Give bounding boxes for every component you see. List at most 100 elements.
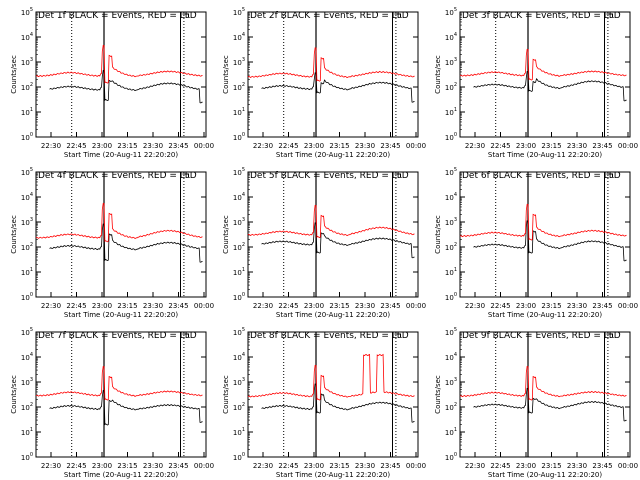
x-tick-label: 00:00: [618, 302, 638, 310]
y-axis-label: Counts/sec: [10, 55, 18, 94]
y-tick-label: 105: [21, 7, 33, 17]
y-axis-label: Counts/sec: [434, 55, 442, 94]
y-tick-label: 103: [445, 57, 457, 67]
panel-title: Det 8f BLACK = Events, RED = LLD: [250, 331, 409, 341]
x-tick-label: 23:45: [168, 302, 188, 310]
x-tick-label: 23:45: [380, 142, 400, 150]
y-tick-label: 105: [21, 327, 33, 337]
x-tick-label: 22:45: [66, 302, 86, 310]
lld-series-line: [35, 44, 203, 84]
panel-title: Det 4f BLACK = Events, RED = LLD: [38, 171, 197, 181]
x-tick-label: 23:00: [92, 462, 112, 470]
events-series-line: [49, 69, 203, 104]
y-axis-label: Counts/sec: [222, 55, 230, 94]
y-tick-label: 101: [445, 267, 457, 277]
x-tick-label: 22:45: [490, 462, 510, 470]
x-tick-label: 23:45: [380, 302, 400, 310]
y-tick-label: 104: [21, 352, 33, 362]
y-tick-label: 105: [233, 167, 245, 177]
y-tick-label: 100: [445, 132, 457, 142]
events-series-line: [261, 72, 415, 103]
x-axis-label: Start Time (20-Aug-11 22:20:20): [276, 311, 390, 319]
lld-series-line: [247, 47, 415, 82]
panel-det-9f: Det 9f BLACK = Events, RED = LLD 100 101 10…: [434, 327, 638, 479]
y-tick-label: 100: [21, 452, 33, 462]
x-tick-label: 22:45: [66, 462, 86, 470]
y-tick-label: 104: [233, 352, 245, 362]
panel-det-1f: Det 1f BLACK = Events, RED = LLD 100 101 10…: [10, 7, 214, 159]
y-tick-label: 104: [445, 192, 457, 202]
y-tick-label: 103: [21, 217, 33, 227]
panel-title: Det 7f BLACK = Events, RED = LLD: [38, 331, 197, 341]
y-tick-label: 102: [445, 402, 457, 412]
plot-frame: [459, 331, 631, 458]
x-axis-label: Start Time (20-Aug-11 22:20:20): [488, 151, 602, 159]
x-tick-label: 22:30: [41, 462, 61, 470]
panel-title: Det 9f BLACK = Events, RED = LLD: [462, 331, 621, 341]
y-tick-label: 103: [21, 377, 33, 387]
y-tick-label: 100: [445, 452, 457, 462]
events-series-line: [473, 71, 627, 102]
x-tick-label: 23:00: [92, 142, 112, 150]
y-tick-label: 102: [233, 242, 245, 252]
attenuator-marker: [394, 13, 401, 17]
x-tick-label: 00:00: [618, 462, 638, 470]
x-tick-label: 22:30: [465, 462, 485, 470]
y-tick-label: 100: [21, 292, 33, 302]
x-tick-label: 22:45: [278, 142, 298, 150]
x-tick-label: 23:15: [117, 142, 137, 150]
lld-series-line: [459, 48, 627, 81]
x-tick-label: 22:30: [253, 142, 273, 150]
panel-det-6f: Det 6f BLACK = Events, RED = LLD 100 101 10…: [434, 167, 638, 319]
x-tick-label: 23:30: [143, 302, 163, 310]
x-tick-label: 23:30: [567, 462, 587, 470]
x-tick-label: 23:30: [355, 302, 375, 310]
plot-frame: [35, 171, 207, 298]
y-tick-label: 103: [445, 377, 457, 387]
x-tick-label: 23:00: [516, 462, 536, 470]
x-tick-label: 23:45: [380, 462, 400, 470]
x-tick-label: 23:30: [143, 462, 163, 470]
x-axis-label: Start Time (20-Aug-11 22:20:20): [488, 311, 602, 319]
plot-frame: [459, 11, 631, 138]
plot-frame: [247, 331, 419, 458]
x-tick-label: 22:30: [41, 142, 61, 150]
y-tick-label: 103: [445, 217, 457, 227]
y-tick-label: 100: [21, 132, 33, 142]
y-tick-label: 100: [233, 132, 245, 142]
x-axis-label: Start Time (20-Aug-11 22:20:20): [276, 471, 390, 479]
y-tick-label: 102: [21, 242, 33, 252]
x-tick-label: 00:00: [618, 142, 638, 150]
x-axis-label: Start Time (20-Aug-11 22:20:20): [276, 151, 390, 159]
attenuator-marker: [606, 13, 613, 17]
panel-title: Det 3f BLACK = Events, RED = LLD: [462, 11, 621, 21]
attenuator-marker: [182, 173, 189, 177]
x-tick-label: 22:30: [465, 142, 485, 150]
x-tick-label: 23:45: [592, 142, 612, 150]
attenuator-marker: [182, 333, 189, 337]
lld-series-line: [459, 203, 627, 241]
plot-frame: [247, 171, 419, 298]
panel-det-5f: Det 5f BLACK = Events, RED = LLD 100 101 10…: [222, 167, 426, 319]
x-tick-label: 00:00: [406, 302, 426, 310]
y-tick-label: 103: [233, 377, 245, 387]
x-tick-label: 22:45: [490, 142, 510, 150]
x-tick-label: 23:45: [168, 462, 188, 470]
panel-title: Det 6f BLACK = Events, RED = LLD: [462, 171, 621, 181]
events-series-line: [261, 383, 415, 423]
y-tick-label: 101: [21, 107, 33, 117]
panel-title: Det 2f BLACK = Events, RED = LLD: [250, 11, 409, 21]
x-axis-label: Start Time (20-Aug-11 22:20:20): [488, 471, 602, 479]
y-tick-label: 100: [445, 292, 457, 302]
x-tick-label: 00:00: [406, 462, 426, 470]
y-tick-label: 105: [233, 327, 245, 337]
x-tick-label: 23:15: [329, 142, 349, 150]
x-tick-label: 22:45: [278, 302, 298, 310]
y-axis-label: Counts/sec: [434, 215, 442, 254]
x-tick-label: 23:00: [304, 142, 324, 150]
panel-det-7f: Det 7f BLACK = Events, RED = LLD 100 101 10…: [10, 327, 214, 479]
y-tick-label: 105: [445, 167, 457, 177]
y-tick-label: 102: [445, 82, 457, 92]
y-tick-label: 102: [445, 242, 457, 252]
y-tick-label: 102: [233, 82, 245, 92]
